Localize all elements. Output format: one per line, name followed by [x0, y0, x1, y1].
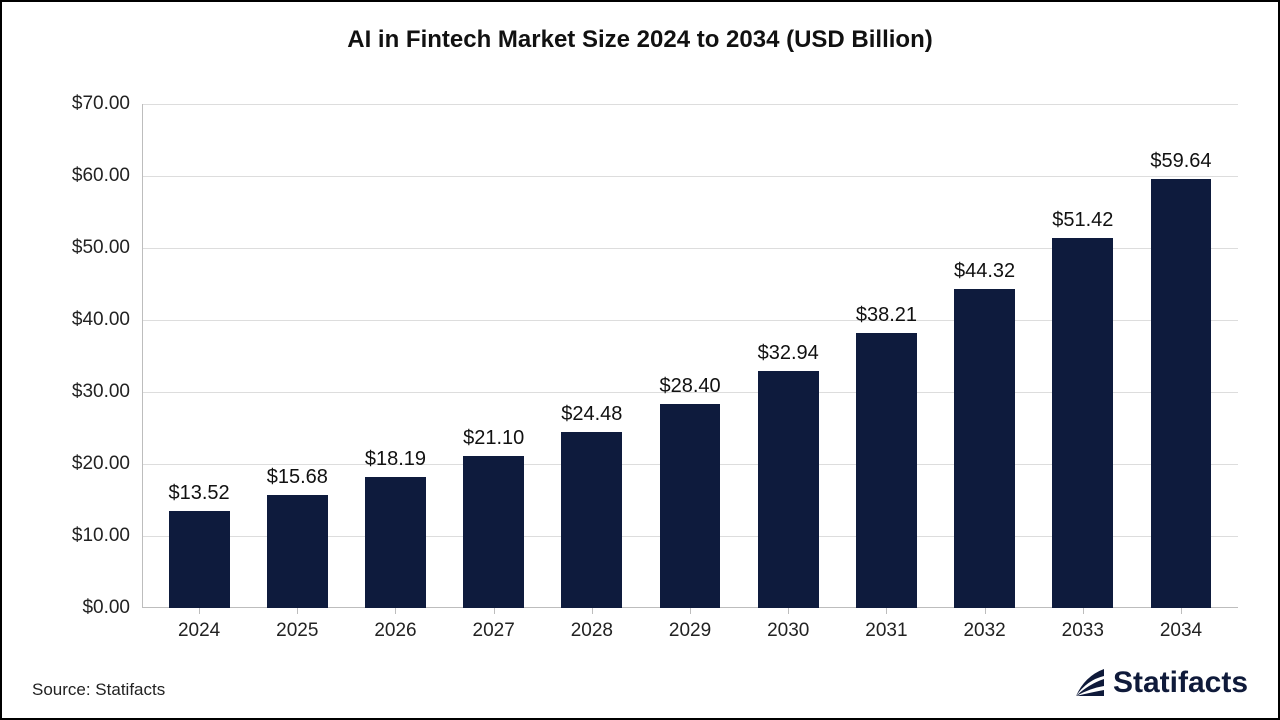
- y-tick-label: $30.00: [72, 381, 130, 403]
- bar-slot: $21.10: [445, 104, 543, 608]
- bar-value-label: $18.19: [365, 448, 426, 471]
- x-axis-labels: 2024202520262027202820292030203120322033…: [142, 620, 1238, 642]
- bar-value-label: $32.94: [758, 342, 819, 365]
- bar-slot: $32.94: [739, 104, 837, 608]
- x-tick-label: 2029: [641, 620, 739, 642]
- y-tick-label: $40.00: [72, 309, 130, 331]
- chart-area: $0.00 $10.00 $20.00 $30.00 $40.00 $50.00 $60.0…: [32, 64, 1248, 698]
- y-tick-label: $20.00: [72, 453, 130, 475]
- bar: $59.64: [1151, 179, 1212, 608]
- chart-footer: Source: Statifacts Statifacts: [32, 666, 1248, 700]
- x-tick: [1083, 608, 1084, 614]
- x-tick-label: 2031: [837, 620, 935, 642]
- bars-container: $13.52 $15.68 $18.19 $21.10 $24.48 $28.40 $32.…: [142, 104, 1238, 608]
- bar-value-label: $24.48: [561, 403, 622, 426]
- bar-slot: $59.64: [1132, 104, 1230, 608]
- brand-text: Statifacts: [1113, 666, 1248, 700]
- y-tick-label: $50.00: [72, 237, 130, 259]
- x-tick-label: 2025: [248, 620, 346, 642]
- source-attribution: Source: Statifacts: [32, 680, 165, 700]
- x-tick: [199, 608, 200, 614]
- chart-canvas: $0.00 $10.00 $20.00 $30.00 $40.00 $50.00 $60.0…: [32, 64, 1248, 698]
- x-tick: [788, 608, 789, 614]
- x-tick-label: 2033: [1034, 620, 1132, 642]
- bar: $51.42: [1052, 238, 1113, 608]
- bar-slot: $28.40: [641, 104, 739, 608]
- x-tick: [985, 608, 986, 614]
- x-tick-label: 2028: [543, 620, 641, 642]
- x-tick: [690, 608, 691, 614]
- y-tick-label: $60.00: [72, 165, 130, 187]
- bar-value-label: $38.21: [856, 304, 917, 327]
- bar-slot: $15.68: [248, 104, 346, 608]
- bar: $28.40: [660, 404, 721, 608]
- bar-slot: $44.32: [936, 104, 1034, 608]
- brand-logo: Statifacts: [1073, 666, 1248, 700]
- x-tick-label: 2024: [150, 620, 248, 642]
- bar-value-label: $51.42: [1052, 209, 1113, 232]
- y-tick-label: $70.00: [72, 93, 130, 115]
- y-tick-label: $10.00: [72, 525, 130, 547]
- bar-value-label: $15.68: [267, 466, 328, 489]
- x-tick: [494, 608, 495, 614]
- x-tick: [886, 608, 887, 614]
- bar: $32.94: [758, 371, 819, 608]
- x-tick-label: 2026: [346, 620, 444, 642]
- bar-slot: $18.19: [346, 104, 444, 608]
- bar-slot: $13.52: [150, 104, 248, 608]
- bar-slot: $51.42: [1034, 104, 1132, 608]
- x-tick: [592, 608, 593, 614]
- x-tick-label: 2027: [445, 620, 543, 642]
- x-tick-label: 2032: [936, 620, 1034, 642]
- bar: $21.10: [463, 456, 524, 608]
- x-tick: [1181, 608, 1182, 614]
- bar-value-label: $28.40: [659, 375, 720, 398]
- brand-icon: [1073, 666, 1107, 700]
- y-tick-label: $0.00: [82, 597, 130, 619]
- bar-value-label: $21.10: [463, 427, 524, 450]
- bar: $24.48: [561, 432, 622, 608]
- bar-value-label: $13.52: [169, 482, 230, 505]
- bar: $44.32: [954, 289, 1015, 608]
- bar: $13.52: [169, 511, 230, 608]
- bar-slot: $38.21: [837, 104, 935, 608]
- bar: $15.68: [267, 495, 328, 608]
- bar-slot: $24.48: [543, 104, 641, 608]
- bar-value-label: $59.64: [1150, 150, 1211, 173]
- chart-title: AI in Fintech Market Size 2024 to 2034 (…: [32, 26, 1248, 54]
- chart-frame: AI in Fintech Market Size 2024 to 2034 (…: [0, 0, 1280, 720]
- x-tick-label: 2030: [739, 620, 837, 642]
- x-tick: [297, 608, 298, 614]
- plot-area: $0.00$10.00$20.00$30.00$40.00$50.00$60.0…: [142, 104, 1238, 608]
- x-tick-label: 2034: [1132, 620, 1230, 642]
- x-tick: [395, 608, 396, 614]
- bar: $18.19: [365, 477, 426, 608]
- bar-value-label: $44.32: [954, 260, 1015, 283]
- bar: $38.21: [856, 333, 917, 608]
